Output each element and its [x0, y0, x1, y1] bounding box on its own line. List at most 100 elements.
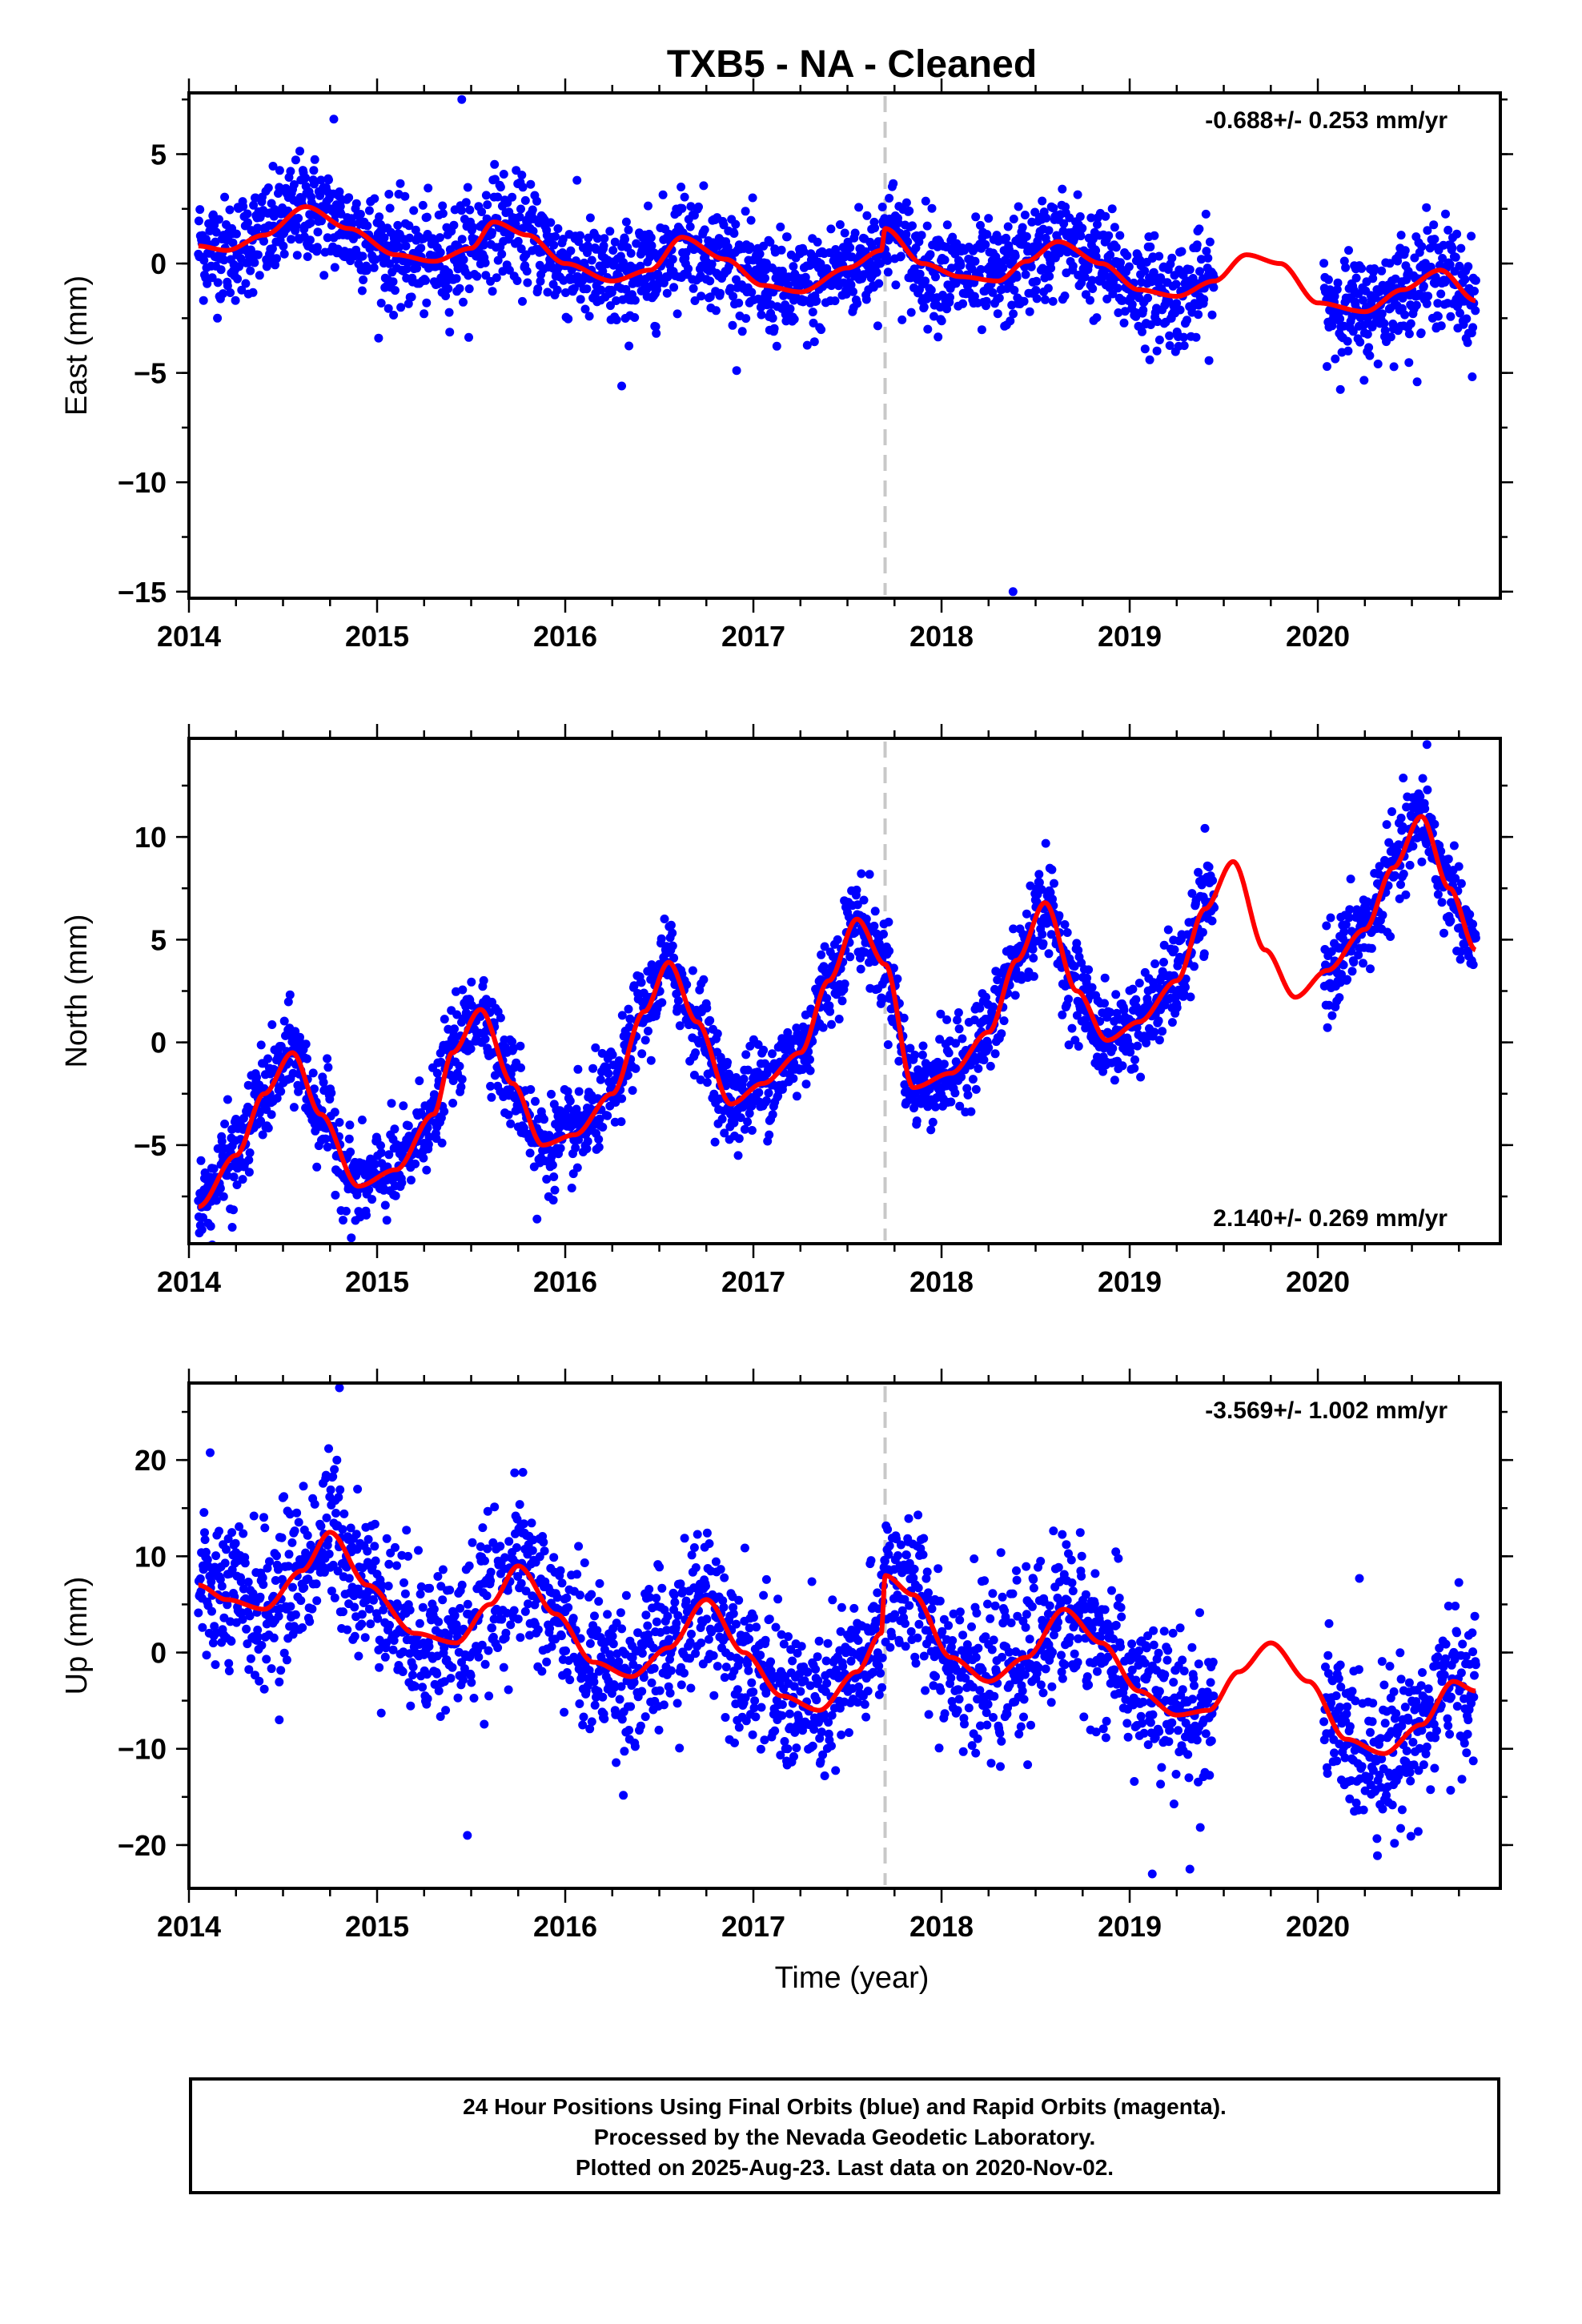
up-point [259, 1684, 269, 1694]
up-point [274, 1611, 283, 1621]
east-point [867, 243, 877, 251]
east-point [497, 249, 507, 259]
east-point [513, 236, 523, 246]
north-point [457, 1075, 467, 1084]
east-point [585, 213, 595, 223]
east-point [213, 313, 223, 323]
east-point [906, 308, 916, 317]
east-point [1359, 296, 1367, 305]
north-point [688, 966, 697, 975]
north-point [588, 1063, 598, 1073]
figure-title: TXB5 - NA - Cleaned [667, 43, 1037, 86]
north-point [258, 1130, 267, 1140]
east-point [1445, 259, 1455, 269]
east-point [669, 283, 679, 292]
east-point [1119, 318, 1129, 328]
east-fit-curve [196, 204, 1477, 315]
east-point [1191, 332, 1201, 342]
east-point [1203, 253, 1213, 263]
east-point [1364, 343, 1374, 352]
east-point [782, 232, 792, 242]
east-point [1012, 272, 1022, 282]
east-point [396, 303, 406, 312]
east-point [516, 244, 526, 254]
east-point [1138, 305, 1148, 315]
north-point [346, 1148, 355, 1156]
north-point [1159, 958, 1168, 967]
east-point [988, 287, 998, 297]
north-point [197, 1225, 207, 1234]
east-point [215, 215, 223, 224]
north-point [865, 870, 874, 879]
up-point [350, 1631, 359, 1641]
north-point [984, 1043, 994, 1052]
north-point [209, 1164, 219, 1173]
east-point [1010, 251, 1020, 261]
east-point [241, 279, 251, 288]
up-point [299, 1482, 308, 1491]
east-point [515, 212, 524, 222]
north-point [691, 1048, 701, 1058]
north-point [1378, 911, 1387, 920]
north-point [1029, 953, 1038, 963]
east-point [812, 296, 821, 306]
east-point [249, 200, 259, 210]
east-point [1416, 328, 1426, 338]
north-point [424, 1140, 433, 1149]
north-point [673, 996, 683, 1006]
east-point [1333, 278, 1343, 287]
north-point [574, 1087, 584, 1096]
east-point [937, 316, 946, 326]
up-point [284, 1550, 294, 1559]
east-point [926, 250, 935, 259]
east-point [1120, 307, 1130, 316]
east-point [499, 170, 508, 179]
up-point [279, 1492, 289, 1502]
up-point [296, 1596, 306, 1606]
east-point [533, 284, 543, 294]
east-point [677, 203, 687, 213]
east-point [1014, 202, 1023, 211]
up-point [276, 1666, 286, 1675]
north-point [1396, 880, 1405, 889]
east-point [1111, 243, 1121, 252]
north-point [733, 1151, 743, 1160]
up-point [200, 1535, 210, 1545]
north-point [382, 1216, 391, 1225]
east-point [253, 250, 263, 259]
north-point [229, 1172, 239, 1182]
north-point [582, 1144, 592, 1153]
east-point [1049, 203, 1058, 213]
east-point [461, 198, 471, 207]
up-point [402, 1526, 412, 1535]
north-point [616, 1117, 626, 1127]
east-point [576, 231, 584, 240]
north-point [330, 1108, 339, 1117]
east-point [395, 242, 404, 251]
east-point [919, 302, 929, 312]
east-point [1344, 246, 1353, 255]
east-point [1101, 211, 1110, 221]
east-point [219, 289, 228, 299]
east-point [802, 340, 812, 350]
east-point [940, 255, 950, 265]
east-point [1355, 337, 1365, 347]
east-point [376, 299, 386, 308]
east-point [213, 278, 223, 287]
up-point [392, 1561, 401, 1570]
east-point [757, 310, 766, 320]
east-point [785, 304, 795, 314]
up-point [215, 1526, 223, 1536]
east-point [228, 238, 238, 247]
up-point [277, 1533, 287, 1542]
east-point [1447, 243, 1457, 252]
east-point [493, 192, 503, 202]
up-point [360, 1633, 370, 1642]
east-point [477, 207, 487, 216]
east-point [1423, 226, 1432, 235]
up-point [332, 1455, 342, 1465]
north-point [958, 1034, 967, 1043]
east-point [759, 241, 769, 251]
east-point [1389, 362, 1399, 372]
east-point [772, 341, 781, 351]
